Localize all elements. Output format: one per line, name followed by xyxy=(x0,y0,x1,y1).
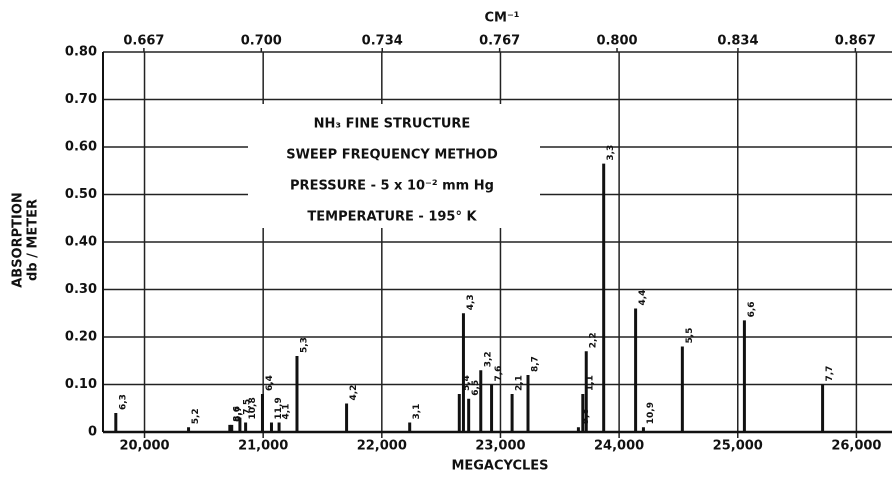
line-label: 9,7 xyxy=(234,406,244,422)
line-label: 8,7 xyxy=(530,356,540,372)
line-label: 4,4 xyxy=(638,290,648,306)
line-label: 4,3 xyxy=(466,294,476,310)
x2-tick-label: 0.734 xyxy=(362,34,403,49)
line-label: 2,2 xyxy=(589,332,599,348)
y-tick-label: 0.20 xyxy=(65,330,97,345)
y-tick-label: 0.10 xyxy=(65,377,97,392)
x2-tick-label: 0.800 xyxy=(596,34,637,49)
line-label: 8,6 xyxy=(232,406,242,422)
x-tick-label: 25,000 xyxy=(713,439,763,454)
line-label: 7,6 xyxy=(494,366,504,382)
top-axis-label: CM⁻¹ xyxy=(484,11,519,26)
x2-tick-label: 0.867 xyxy=(835,34,876,49)
x-tick-label: 20,000 xyxy=(119,439,169,454)
line-label: 6,3 xyxy=(118,394,128,410)
x2-tick-label: 0.667 xyxy=(123,34,164,49)
y-tick-label: 0 xyxy=(88,425,97,440)
line-label: 3,3 xyxy=(606,145,616,161)
line-label: 7,7 xyxy=(825,366,835,382)
y-tick-label: 0.60 xyxy=(65,140,97,155)
line-label: 1,1 xyxy=(585,375,595,391)
y-axis-label: ABSORPTION xyxy=(11,192,26,288)
line-label: 4,1 xyxy=(282,404,292,420)
line-label: 3,2 xyxy=(483,351,493,367)
annotation-box xyxy=(248,104,540,228)
x-tick-label: 22,000 xyxy=(357,439,407,454)
x2-tick-label: 0.700 xyxy=(241,34,282,49)
x-tick-label: 24,000 xyxy=(594,439,644,454)
y-axis-label: db / METER xyxy=(26,199,41,281)
x-tick-label: 26,000 xyxy=(831,439,881,454)
line-label: 6,6 xyxy=(747,301,757,317)
annotation: TEMPERATURE - 195° K xyxy=(307,210,477,225)
y-tick-label: 0.70 xyxy=(65,92,97,107)
y-tick-label: 0.40 xyxy=(65,235,97,250)
x2-tick-label: 0.834 xyxy=(717,34,758,49)
line-label: 10,9 xyxy=(646,402,656,424)
x-tick-label: 23,000 xyxy=(475,439,525,454)
x-axis-label: MEGACYCLES xyxy=(451,459,548,474)
line-label: 5,4 xyxy=(462,375,472,391)
x2-tick-label: 0.767 xyxy=(479,34,520,49)
annotation: NH₃ FINE STRUCTURE xyxy=(314,117,471,132)
line-label: 6,4 xyxy=(265,375,275,391)
annotation: PRESSURE - 5 x 10⁻² mm Hg xyxy=(290,179,494,194)
y-tick-label: 0.50 xyxy=(65,187,97,202)
line-label: 5,2 xyxy=(191,408,201,424)
line-label: 3,1 xyxy=(412,404,422,420)
y-tick-label: 0.80 xyxy=(65,45,97,60)
y-tick-label: 0.30 xyxy=(65,282,97,297)
line-label: 10,8 xyxy=(248,397,258,419)
x-tick-label: 21,000 xyxy=(238,439,288,454)
line-label: 2,1 xyxy=(515,375,525,391)
line-label: 5,5 xyxy=(685,328,695,344)
annotation: SWEEP FREQUENCY METHOD xyxy=(286,148,498,163)
line-label: 11,9 xyxy=(274,397,284,419)
line-label: 7,5 xyxy=(242,399,252,415)
line-label: 5,3 xyxy=(299,337,309,353)
line-label: 6,5 xyxy=(471,380,481,396)
line-label: 4,2 xyxy=(349,385,359,401)
